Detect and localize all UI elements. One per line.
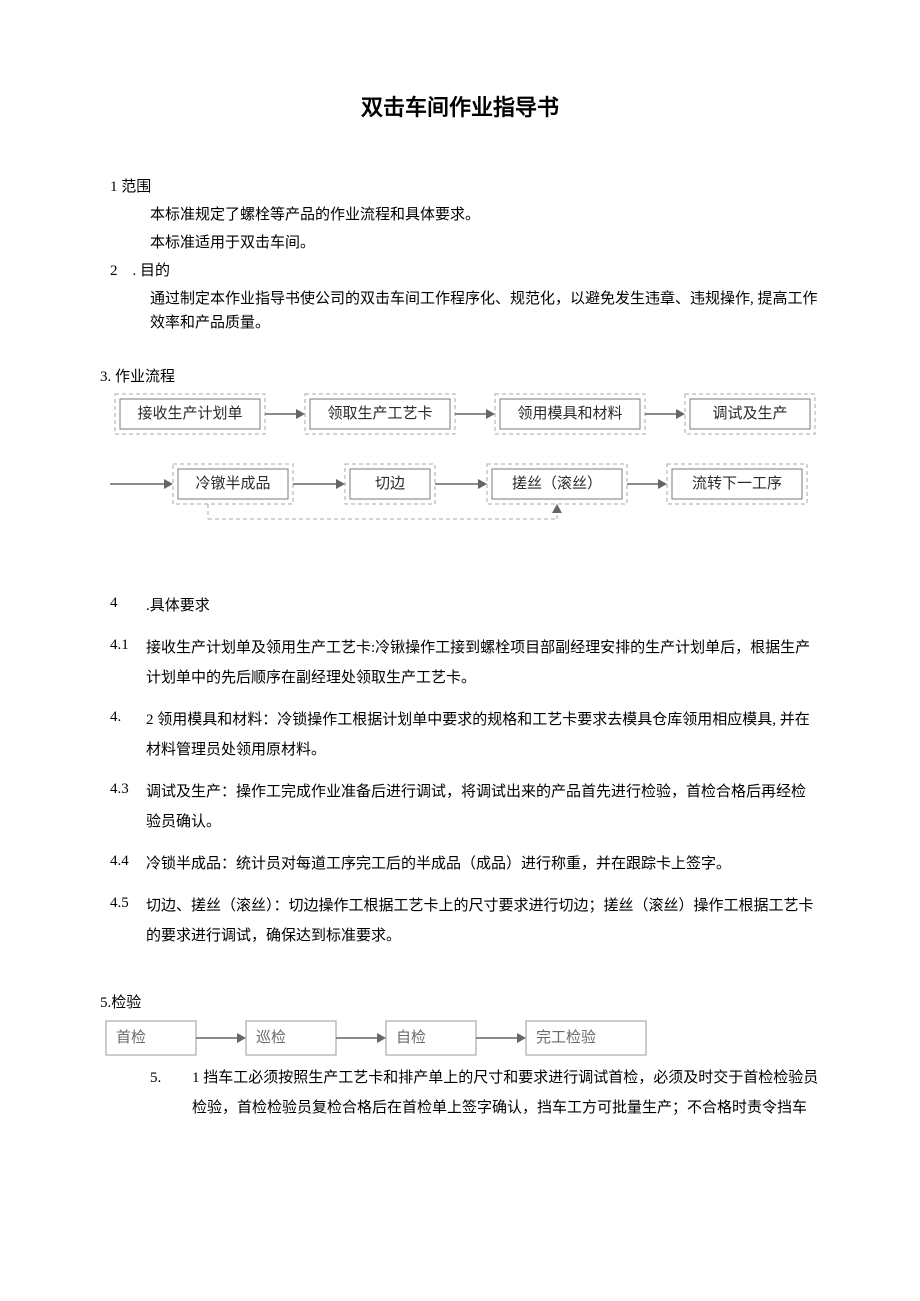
section-4-item-text: 接收生产计划单及领用生产工艺卡:冷锹操作工接到螺栓项目部副经理安排的生产计划单后… [146, 633, 820, 693]
section-2-para-1: 通过制定本作业指导书使公司的双击车间工作程序化、规范化，以避免发生违章、违规操作… [150, 287, 820, 335]
inspection-diagram: 首检 巡检 自检 完工检验 [100, 1017, 660, 1063]
section-1-para-2: 本标准适用于双击车间。 [150, 231, 820, 255]
section-4-item-num: 4.1 [110, 633, 146, 693]
section-4-item-num: 4. [110, 705, 146, 765]
section-5-item-text: 1 挡车工必须按照生产工艺卡和排产单上的尺寸和要求进行调试首检，必须及时交于首检… [192, 1063, 820, 1123]
flow-box-label: 搓丝（滚丝） [512, 475, 602, 492]
section-1-heading: 1 范围 [110, 175, 820, 199]
section-5-item-num: 5. [150, 1063, 192, 1123]
section-4-item-num: 4.5 [110, 891, 146, 951]
section-4-heading-txt: .具体要求 [146, 591, 820, 621]
inspection-box-label: 首检 [116, 1029, 146, 1046]
workflow-diagram: 接收生产计划单 领取生产工艺卡 领用模具和材料 调试及生产冷镦半成品 切边 搓丝（滚丝） 流… [100, 391, 820, 561]
doc-title: 双击车间作业指导书 [100, 90, 820, 125]
inspection-box-label: 完工检验 [536, 1029, 596, 1046]
section-5-heading: 5.检验 [100, 991, 820, 1015]
section-4-item-num: 4.4 [110, 849, 146, 879]
inspection-box-label: 巡检 [256, 1029, 286, 1046]
section-4-item-text: 2 领用模具和材料：冷锁操作工根据计划单中要求的规格和工艺卡要求去模具仓库领用相… [146, 705, 820, 765]
section-4-item-text: 切边、搓丝（滚丝）：切边操作工根据工艺卡上的尺寸要求进行切边；搓丝（滚丝）操作工… [146, 891, 820, 951]
section-2-heading: 2 . 目的 [110, 259, 820, 283]
flow-box-label: 调试及生产 [712, 405, 787, 422]
section-4-heading-num: 4 [110, 591, 146, 621]
flow-box-label: 领取生产工艺卡 [327, 405, 432, 422]
flow-box-label: 接收生产计划单 [137, 405, 242, 422]
section-3-heading: 3. 作业流程 [100, 365, 820, 389]
inspection-box-label: 自检 [396, 1029, 426, 1046]
section-1-para-1: 本标准规定了螺栓等产品的作业流程和具体要求。 [150, 203, 820, 227]
flow-box-label: 冷镦半成品 [195, 475, 270, 492]
section-4-item-text: 冷锁半成品：统计员对每道工序完工后的半成品（成品）进行称重，并在跟踪卡上签字。 [146, 849, 820, 879]
section-4-item-text: 调试及生产：操作工完成作业准备后进行调试，将调试出来的产品首先进行检验，首检合格… [146, 777, 820, 837]
flow-box-label: 流转下一工序 [692, 475, 782, 492]
flow-box-label: 切边 [375, 475, 405, 492]
flow-box-label: 领用模具和材料 [517, 405, 622, 422]
section-4-item-num: 4.3 [110, 777, 146, 837]
